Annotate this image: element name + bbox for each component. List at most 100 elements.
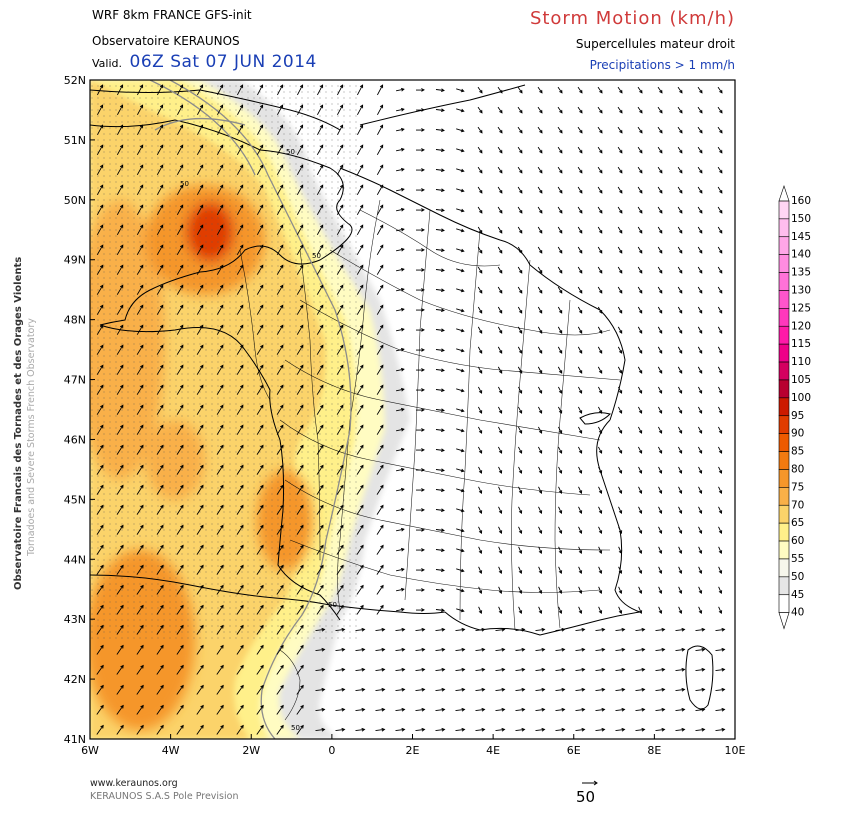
wind-vector-arrow (96, 244, 104, 256)
wind-vector-arrow (515, 627, 526, 632)
wind-vector-arrow (396, 367, 405, 372)
wind-vector-arrow (156, 484, 164, 495)
wind-vector-arrow (196, 464, 204, 475)
wind-vector-arrow (697, 346, 703, 354)
wind-vector-arrow (618, 406, 623, 414)
wind-vector-arrow (355, 627, 366, 632)
wind-vector-arrow (176, 344, 184, 355)
legend-swatch (778, 504, 790, 524)
wind-vector-arrow (376, 324, 384, 335)
wind-vector-arrow (477, 226, 483, 234)
wind-vector-arrow (695, 727, 706, 732)
color-legend: 160 150 145 140 135 130 125 120 115 110 105 100 95 90… (778, 185, 811, 630)
wind-vector-arrow (537, 266, 543, 274)
wind-vector-arrow (216, 484, 224, 495)
wind-vector-arrow (598, 426, 603, 434)
wind-vector-arrow (698, 406, 703, 414)
wind-vector-arrow (116, 184, 124, 196)
wind-vector-arrow (136, 604, 144, 615)
legend-swatch (778, 218, 790, 238)
wind-vector-arrow (598, 526, 603, 535)
wind-vector-arrow (356, 504, 364, 515)
wind-vector-arrow (718, 526, 723, 535)
wind-vector-arrow (456, 368, 465, 373)
wind-vector-arrow (717, 246, 723, 254)
wind-vector-arrow (497, 266, 503, 274)
wind-vector-arrow (577, 86, 583, 94)
wind-vector-arrow (658, 386, 663, 394)
wind-vector-arrow (678, 606, 683, 615)
lat-tick-label: 47N (64, 374, 86, 387)
wind-vector-arrow (376, 384, 384, 395)
wind-vector-arrow (176, 684, 184, 695)
wind-vector-arrow (376, 224, 384, 236)
wind-vector-arrow (297, 104, 304, 116)
wind-vector-arrow (336, 424, 344, 435)
wind-vector-arrow (537, 306, 543, 314)
wind-vector-arrow (517, 206, 523, 214)
wind-vector-arrow (517, 326, 523, 334)
wind-vector-arrow (196, 704, 204, 715)
wind-vector-arrow (96, 544, 104, 555)
wind-vector-arrow (96, 504, 104, 515)
wind-vector-arrow (136, 324, 144, 335)
wind-vector-arrow (435, 408, 445, 413)
wind-vector-arrow (538, 546, 543, 555)
wind-vector-arrow (677, 146, 683, 154)
wind-vector-arrow (675, 667, 686, 672)
contour-label-1: 50 (180, 180, 189, 188)
wind-vector-arrow (217, 84, 224, 96)
wind-vector-arrow (657, 366, 663, 374)
wind-vector-arrow (455, 647, 466, 652)
wind-vector-arrow (156, 544, 164, 555)
wind-vector-arrow (718, 406, 723, 414)
wind-vector-arrow (316, 144, 324, 156)
wind-vector-arrow (256, 164, 264, 176)
wind-vector-arrow (356, 304, 364, 315)
wind-vector-arrow (535, 647, 546, 652)
wind-vector-arrow (577, 186, 583, 194)
wind-vector-arrow (296, 464, 304, 475)
wind-vector-arrow (356, 324, 364, 335)
wind-vector-arrow (415, 727, 426, 732)
wind-vector-arrow (456, 428, 465, 433)
wind-vector-arrow (597, 326, 603, 334)
wind-vector-arrow (456, 588, 465, 593)
wind-vector-arrow (415, 528, 425, 532)
wind-vector-arrow (96, 344, 104, 355)
wind-vector-arrow (538, 406, 543, 414)
wind-vector-arrow (595, 647, 606, 652)
wind-vector-arrow (216, 464, 224, 475)
wind-vector-arrow (617, 106, 623, 114)
wind-vector-arrow (717, 126, 723, 134)
wind-vector-arrow (537, 346, 543, 354)
wind-vector-arrow (136, 544, 144, 555)
wind-vector-arrow (116, 164, 124, 176)
wind-vector-arrow (376, 564, 384, 575)
wind-vector-arrow (196, 304, 204, 315)
wind-vector-arrow (136, 264, 144, 275)
wind-vector-arrow (296, 384, 304, 395)
wind-vector-arrow (698, 526, 703, 535)
wind-vector-arrow (116, 344, 124, 355)
wind-vector-arrow (276, 644, 284, 655)
wind-vector-arrow (635, 727, 646, 732)
wind-vector-arrow (137, 124, 144, 136)
wind-vector-arrow (697, 86, 703, 94)
wind-vector-arrow (456, 288, 465, 293)
lat-tick-label: 52N (64, 74, 86, 87)
wind-vector-arrow (136, 144, 144, 156)
legend-swatch (778, 451, 790, 470)
wind-vector-arrow (256, 504, 264, 515)
wind-vector-arrow (256, 224, 264, 236)
wind-vector-arrow (537, 126, 543, 134)
wind-vector-arrow (475, 727, 486, 732)
wind-vector-arrow (717, 286, 723, 294)
wind-vector-arrow (657, 326, 663, 334)
coastline-corsica (685, 645, 714, 710)
wind-vector-arrow (595, 667, 606, 672)
wind-vector-arrow (316, 304, 324, 315)
wind-vector-arrow (176, 324, 184, 335)
wind-vector-arrow (216, 504, 224, 515)
wind-vector-arrow (176, 204, 184, 216)
